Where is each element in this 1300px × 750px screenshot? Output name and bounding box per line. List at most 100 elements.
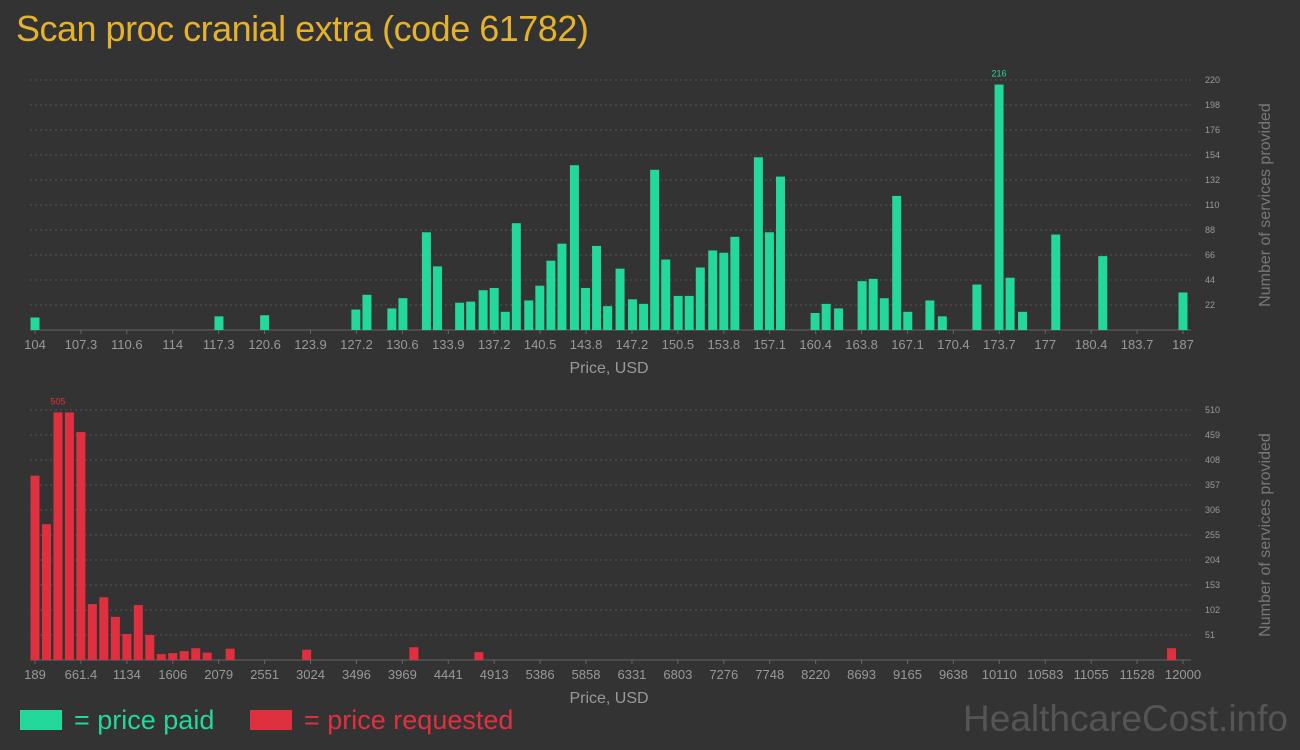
y-tick-label: 176	[1205, 125, 1220, 135]
x-tick-label: 5386	[526, 667, 555, 682]
x-tick-label: 130.6	[386, 337, 419, 352]
bar	[474, 652, 484, 660]
bar	[432, 266, 442, 330]
x-tick-label: 140.5	[524, 337, 557, 352]
bar	[478, 290, 488, 330]
bar	[511, 223, 521, 330]
y-tick-label: 306	[1205, 505, 1220, 515]
x-tick-label: 173.7	[983, 337, 1016, 352]
bar	[30, 317, 40, 330]
bar	[191, 648, 201, 660]
bar	[684, 295, 694, 330]
bar	[133, 605, 143, 660]
bar	[937, 316, 947, 330]
x-tick-label: 2079	[204, 667, 233, 682]
bar	[455, 302, 465, 330]
bar	[673, 295, 683, 330]
x-tick-label: 177	[1034, 337, 1056, 352]
x-tick-label: 9165	[893, 667, 922, 682]
bar	[122, 634, 132, 660]
bar	[821, 303, 831, 330]
x-tick-label: 2551	[250, 667, 279, 682]
x-tick-label: 114	[162, 337, 183, 352]
x-tick-label: 153.8	[708, 337, 741, 352]
bar	[719, 252, 729, 330]
price-paid-chart: 22 44 66 88 110 132 154 176 198 220 216 104 107.3 110…	[24, 69, 1274, 377]
bar	[87, 604, 97, 660]
bar	[421, 232, 431, 330]
bar	[708, 250, 718, 330]
bar	[64, 412, 74, 660]
bar	[857, 281, 867, 330]
bar	[546, 260, 556, 330]
bar	[1005, 277, 1015, 330]
bar	[351, 309, 361, 330]
bar	[110, 616, 120, 660]
x-tick-label: 3496	[342, 667, 371, 682]
bar	[730, 236, 740, 330]
y-tick-label: 132	[1205, 175, 1220, 185]
peak-value-label: 505	[50, 396, 65, 406]
x-tick-label: 147.2	[616, 337, 649, 352]
x-tick-label: 110.6	[111, 337, 143, 352]
legend-paid-swatch	[20, 710, 62, 730]
bar	[810, 312, 820, 330]
x-tick-label: 6803	[663, 667, 692, 682]
bar	[925, 300, 935, 330]
bar	[879, 298, 889, 330]
bar	[615, 268, 625, 330]
bar	[1018, 311, 1028, 330]
x-tick-label: 123.9	[294, 337, 327, 352]
bar	[753, 157, 763, 330]
x-tick-label: 180.4	[1075, 337, 1108, 352]
y-axis-label: Number of services provided	[1257, 103, 1274, 307]
bar	[1051, 234, 1061, 330]
x-tick-label: 12000	[1165, 667, 1201, 682]
bar	[53, 412, 63, 660]
x-tick-label: 5858	[572, 667, 601, 682]
bar	[145, 635, 155, 660]
y-tick-label: 510	[1205, 405, 1220, 415]
x-tick-label: 8220	[801, 667, 830, 682]
x-tick-label: 1606	[158, 667, 187, 682]
price-requested-chart: 51 102 153 204 255 306 357 408 459 510 505 189 661.4…	[24, 396, 1274, 707]
bar	[892, 195, 902, 330]
y-tick-label: 198	[1205, 100, 1220, 110]
legend-requested-swatch	[250, 710, 292, 730]
x-tick-label: 163.8	[845, 337, 878, 352]
peak-value-label: 216	[992, 69, 1007, 79]
legend-price-requested: = price requested	[250, 704, 513, 736]
bar	[99, 597, 109, 660]
x-axis-label: Price, USD	[569, 690, 648, 707]
y-tick-label: 44	[1205, 275, 1215, 285]
bar	[1098, 256, 1108, 330]
bar	[524, 300, 534, 330]
bar	[156, 654, 166, 660]
x-axis-label: Price, USD	[569, 360, 648, 377]
y-axis-label: Number of services provided	[1257, 433, 1274, 637]
bar	[1178, 292, 1188, 330]
y-tick-label: 154	[1205, 150, 1220, 160]
x-tick-label: 170.4	[937, 337, 970, 352]
x-tick-label: 187	[1172, 337, 1194, 352]
bar	[639, 303, 649, 330]
page-title: Scan proc cranial extra (code 61782)	[16, 8, 589, 49]
bar	[500, 311, 510, 330]
x-tick-label: 3024	[296, 667, 325, 682]
y-tick-label: 459	[1205, 430, 1220, 440]
bar	[214, 316, 224, 330]
legend-price-paid: = price paid	[20, 704, 214, 736]
bar	[466, 301, 476, 330]
bar	[398, 298, 408, 330]
bar	[202, 652, 212, 660]
y-tick-label: 153	[1205, 580, 1220, 590]
x-tick-label: 7276	[709, 667, 738, 682]
bar	[409, 647, 419, 660]
bar	[580, 287, 590, 330]
bar	[260, 315, 270, 330]
y-tick-label: 204	[1205, 555, 1220, 565]
y-tick-label: 66	[1205, 250, 1215, 260]
bar	[695, 267, 705, 330]
bar	[30, 475, 40, 660]
bar	[362, 294, 372, 330]
